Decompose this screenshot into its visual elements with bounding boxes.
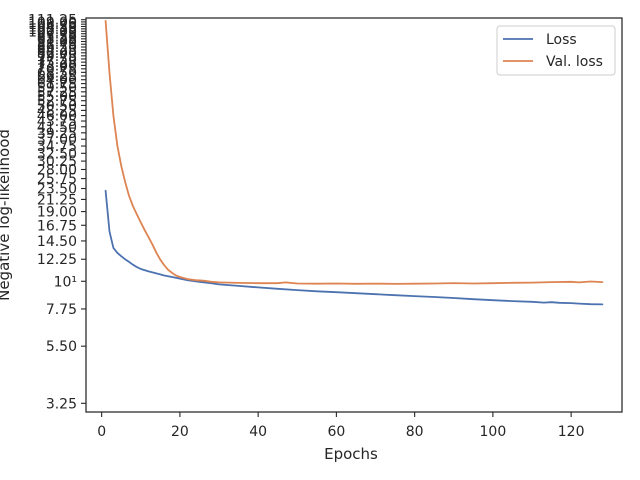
y-tick-label: 68.50 [37, 65, 77, 81]
y-tick-label: 37.00 [37, 132, 77, 148]
y-tick-label: 23.50 [37, 182, 77, 198]
y-axis: 3.25 5.50 7.75 10¹ 12.25 14.5016.7519.0021.25… [28, 13, 86, 412]
x-tick-label: 20 [171, 424, 189, 440]
plot-area [86, 18, 622, 412]
x-axis-label: Epochs [324, 445, 378, 463]
y-tick-label: 30.25 [37, 154, 77, 170]
x-tick-label: 0 [97, 424, 106, 440]
y-tick-label: 70.75 [37, 62, 77, 78]
legend: Loss Val. loss [496, 25, 616, 76]
x-tick-label: 100 [480, 424, 507, 440]
y-tick-label: 46.00 [37, 109, 77, 125]
y-tick-label: 86.50 [37, 40, 77, 56]
y-tick-label: 111.25 [28, 13, 77, 29]
x-tick-label: 40 [249, 424, 267, 440]
y-tick-label: 64.00 [37, 73, 77, 89]
series-line-loss [104, 189, 604, 306]
y-tick-label: 52.75 [37, 94, 77, 110]
y-tick-label: 97.75 [37, 27, 77, 43]
legend-label: Loss [546, 32, 577, 48]
series-line-val-loss [104, 19, 604, 285]
y-tick-label: 41.50 [37, 120, 77, 136]
y-tick-label: 19.00 [37, 205, 77, 221]
x-tick-label: 60 [327, 424, 345, 440]
y-tick-label: 106.75 [28, 17, 77, 33]
y-tick-label: 57.25 [37, 85, 77, 101]
y-tick-label: 82.00 [37, 46, 77, 62]
y-tick-label: 32.50 [37, 146, 77, 162]
plot-frame [85, 17, 623, 413]
y-tick-label: 3.25 [46, 396, 77, 412]
y-tick-label: 84.25 [37, 43, 77, 59]
y-tick-label: 59.50 [37, 81, 77, 97]
y-tick-label: 75.25 [37, 55, 77, 71]
y-tick-label: 16.75 [37, 218, 77, 234]
y-tick-label: 34.75 [37, 139, 77, 155]
y-tick-label: 61.75 [37, 77, 77, 93]
y-tick-label: 50.50 [37, 98, 77, 114]
y-tick-label: 39.25 [37, 126, 77, 142]
y-tick-label: 104.50 [28, 19, 77, 35]
y-axis-label: Negative log-likelihood [0, 129, 13, 301]
y-tick-label: 91.00 [37, 35, 77, 51]
y-tick-label: 102.25 [28, 22, 77, 38]
y-tick-label: 21.25 [37, 192, 77, 208]
x-axis: 0 20 40 60 80 100 120 [97, 412, 585, 440]
y-tick-label: 88.75 [37, 37, 77, 53]
y-tick-label: 95.50 [37, 29, 77, 45]
y-tick-label: 7.75 [46, 302, 77, 318]
y-tick-label: 93.25 [37, 32, 77, 48]
series-lines [104, 19, 604, 306]
legend-label: Val. loss [546, 54, 603, 70]
y-tick-label: 109.00 [28, 15, 77, 31]
y-tick-label: 14.50 [37, 234, 77, 250]
y-tick-label: 79.75 [37, 49, 77, 65]
y-tick-label: 10¹ [54, 274, 77, 290]
y-tick-label: 25.75 [37, 172, 77, 188]
x-tick-label: 120 [558, 424, 585, 440]
y-tick-label: 77.50 [37, 52, 77, 68]
y-tick-label: 48.25 [37, 103, 77, 119]
y-tick-label: 100.00 [28, 24, 77, 40]
y-tick-label: 55.00 [37, 89, 77, 105]
y-tick-label: 5.50 [46, 339, 77, 355]
y-tick-label: 12.25 [37, 252, 77, 268]
y-tick-label: 73.00 [37, 58, 77, 74]
x-tick-label: 80 [406, 424, 424, 440]
y-tick-label: 66.25 [37, 69, 77, 85]
y-tick-label: 43.75 [37, 114, 77, 130]
y-tick-label: 28.00 [37, 162, 77, 178]
